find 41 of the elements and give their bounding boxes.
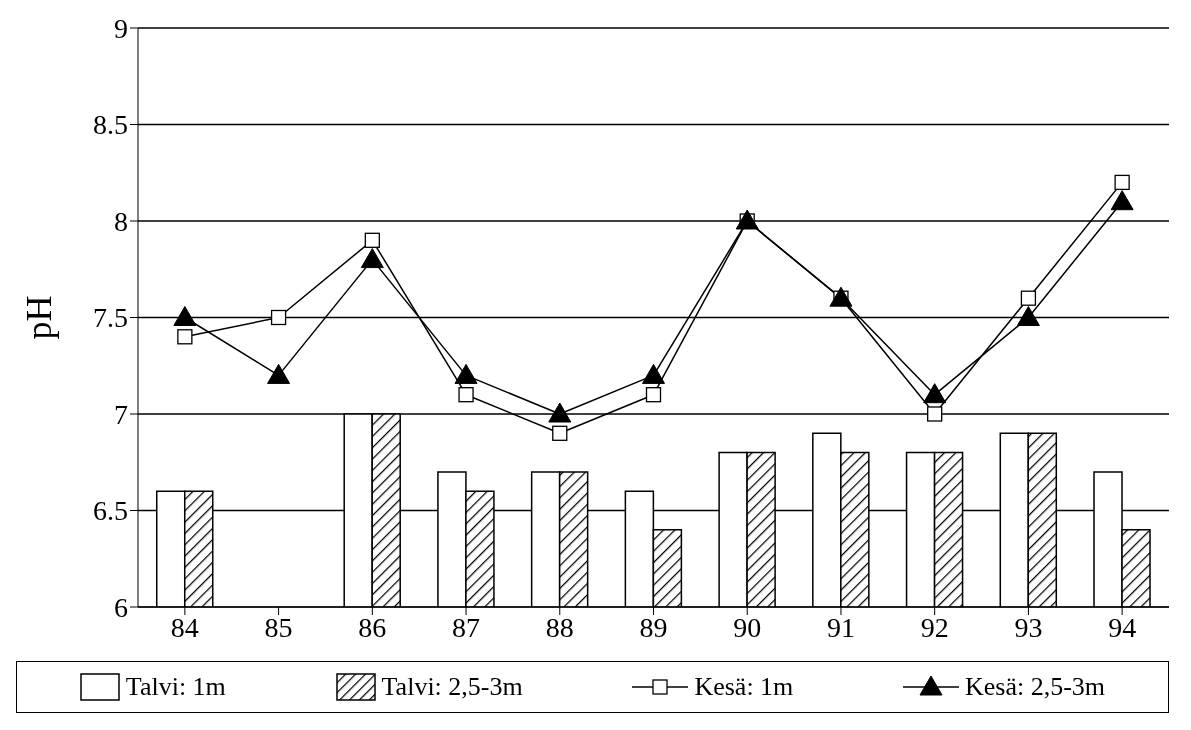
x-tick-label: 84 (170, 611, 199, 643)
y-tick-label: 8 (114, 205, 128, 237)
point (364, 232, 380, 248)
y-tick-label: 6.5 (93, 495, 128, 527)
point (458, 387, 474, 403)
point (1110, 190, 1134, 211)
x-tick-label: 90 (733, 611, 762, 643)
point (552, 425, 568, 441)
y-axis-title: pH (18, 295, 59, 340)
x-tick-label: 92 (920, 611, 949, 643)
point (642, 363, 665, 384)
x-tick-label: 94 (1108, 611, 1137, 643)
point (1016, 306, 1040, 326)
point (454, 363, 478, 384)
y-tick-label: 7.5 (93, 302, 128, 334)
y-tick-label: 7 (114, 398, 128, 430)
point (1114, 174, 1130, 193)
point (645, 387, 662, 403)
point (360, 248, 384, 269)
point (923, 383, 947, 404)
point (267, 363, 291, 384)
point (177, 329, 193, 345)
point (927, 406, 943, 422)
point (548, 402, 572, 423)
text: Talvi: 1m (125, 672, 226, 702)
x-tick-label: 85 (264, 611, 293, 643)
y-tick-label: 9 (114, 12, 128, 44)
x-tick-label: 88 (545, 611, 574, 643)
x-tick-label: 86 (358, 611, 387, 643)
x-tick-label: 93 (1014, 611, 1043, 643)
legend-label: Kesä: 2,5-3m (965, 672, 1106, 702)
point (1020, 290, 1037, 306)
x-tick-label: 91 (826, 611, 855, 643)
x-tick-label: 87 (452, 611, 481, 643)
y-tick-label: 6 (114, 591, 128, 623)
x-tick-label: 89 (639, 611, 668, 643)
point (270, 309, 287, 326)
text: Talvi: 2,5-3m (381, 672, 523, 702)
y-tick-label: 8.5 (93, 109, 128, 141)
legend-label: Kesä: 1m (694, 672, 794, 702)
point (173, 306, 197, 326)
